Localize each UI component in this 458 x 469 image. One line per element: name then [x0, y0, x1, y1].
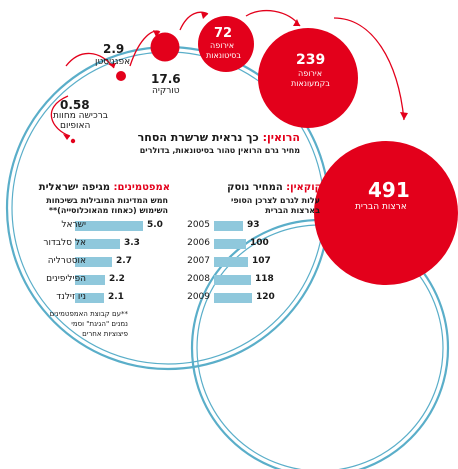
heroin-label-0-58-a: ברכישה מחוות: [53, 111, 108, 121]
bar-value-amph-html-3: 2.2: [109, 274, 125, 284]
bar-category-amph-html-0: ישראל: [61, 220, 86, 230]
amph-footnote-2: נמנים "הגיגת" וסמי: [71, 320, 128, 328]
amph-footnote-1: **עם קבוצת האמפטמינים: [49, 310, 128, 318]
dot-0-58: [70, 138, 76, 144]
heroin-title-red: הרואין:: [262, 131, 300, 144]
bar-category-amph-html-1: אל סלבדור: [43, 238, 86, 248]
bar-coc-html-0: [214, 221, 243, 231]
amph-title: אמפטמינים: מגיפה ישראלית: [39, 182, 170, 193]
circle-491: [314, 141, 458, 285]
bar-amph-html-4: [75, 293, 104, 303]
bar-coc-html-2: [214, 257, 248, 267]
heroin-label-491: ארצות הברית: [355, 202, 407, 212]
bar-value-amph-html-4: 2.1: [108, 292, 124, 302]
bar-amph-html-2: [75, 257, 112, 267]
heroin-title-black: כך נראית שרשרת הסחר: [137, 131, 259, 144]
coc-title-red: קוקאין:: [286, 182, 322, 193]
heroin-value-17-6: 17.6: [151, 72, 181, 86]
bar-amph-html-3: [75, 275, 105, 285]
coc-subtitle-1: עלות לגרם לצרכן הסופי: [231, 196, 320, 205]
heroin-label-0-58-b: האופיום: [60, 121, 91, 131]
arrowheads: [63, 12, 408, 140]
bar-value-coc-html-0: 93: [247, 220, 260, 230]
bar-category-amph-html-2: אוסטרליה: [47, 256, 86, 266]
bar-category-coc-html-1: 2006: [187, 238, 210, 248]
heroin-label-72-a: אירופה: [210, 41, 235, 50]
bar-category-coc-html-0: 2005: [187, 220, 210, 230]
bar-value-coc-html-2: 107: [252, 256, 271, 266]
circle-72: [198, 16, 254, 72]
heroin-label-17-6: טורקיה: [152, 86, 180, 96]
amph-subtitle-2: השימוש (כאחוז מהאוכלוסייה)**: [48, 206, 168, 215]
circle-239: [258, 28, 358, 128]
bar-category-coc-html-3: 2008: [187, 274, 210, 284]
heroin-label-2-9: אפגניסטן: [95, 57, 131, 67]
bar-value-amph-html-2: 2.7: [116, 256, 132, 266]
circle-17-6: [150, 32, 180, 62]
heroin-value-491: 491: [368, 178, 410, 202]
heroin-label-72-b: בסיטונאות: [206, 51, 241, 60]
bar-value-coc-html-1: 100: [250, 238, 269, 248]
amph-subtitle-1: חמש המדינות המובילות בשיכחות: [46, 196, 168, 205]
bar-value-coc-html-3: 118: [255, 274, 274, 284]
bar-category-amph-html-3: הפיליפינים: [46, 274, 86, 284]
heroin-value-72: 72: [214, 26, 233, 41]
bar-value-amph-html-0: 5.0: [147, 220, 163, 230]
heroin-value-239: 239: [296, 52, 326, 68]
bar-coc-html-1: [214, 239, 246, 249]
amph-title-red: אמפטמינים:: [113, 182, 170, 193]
heroin-value-2-9: 2.9: [103, 42, 125, 56]
bar-category-coc-html-4: 2009: [187, 292, 210, 302]
heroin-subtitle: מחיר גרם הרואין טהור בסיטונאות, בדולרים: [139, 146, 300, 155]
amph-title-black: מגיפה ישראלית: [38, 182, 110, 193]
dot-2-9: [116, 71, 126, 81]
amph-footnote-3: פיצוציות אחרים: [82, 330, 128, 338]
bar-value-coc-html-4: 120: [256, 292, 275, 302]
bar-category-amph-html-4: ניו זילנד: [56, 292, 86, 302]
coc-title: קוקאין: המחיר נוסק: [227, 182, 322, 193]
coc-subtitle-2: בארצות הברית: [265, 206, 320, 215]
bar-category-coc-html-2: 2007: [187, 256, 210, 266]
heroin-label-239-a: אירופה: [298, 69, 323, 78]
bar-amph-html-0: [75, 221, 143, 231]
coc-title-black: המחיר נוסק: [227, 182, 283, 193]
heroin-title: הרואין: כך נראית שרשרת הסחר: [138, 131, 300, 144]
bar-value-amph-html-1: 3.3: [124, 238, 140, 248]
bar-coc-html-4: [214, 293, 252, 303]
bar-amph-html-1: [75, 239, 120, 249]
heroin-label-239-b: בקמעונאות: [291, 79, 330, 88]
heroin-value-0-58: 0.58: [60, 98, 90, 112]
bar-coc-html-3: [214, 275, 251, 285]
